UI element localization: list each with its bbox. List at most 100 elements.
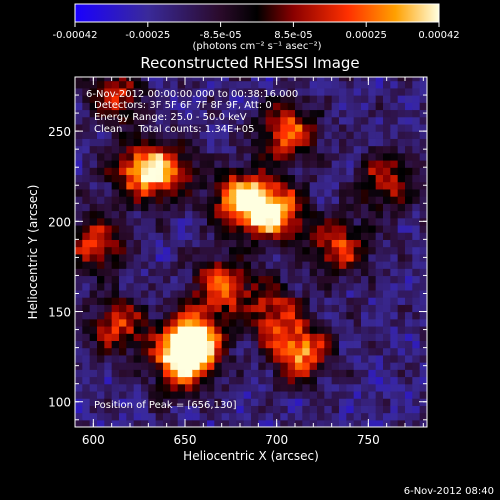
heatmap-cell: [353, 419, 362, 427]
heatmap-cell: [82, 203, 91, 212]
heatmap-cell: [273, 217, 281, 226]
heatmap-cell: [324, 174, 333, 183]
heatmap-cell: [302, 398, 311, 406]
heatmap-cell: [280, 275, 289, 284]
heatmap-cell: [163, 188, 171, 197]
heatmap-cell: [82, 398, 91, 406]
heatmap-cell: [133, 383, 142, 392]
heatmap-cell: [148, 116, 157, 125]
heatmap-cell: [192, 333, 201, 342]
heatmap-cell: [236, 340, 245, 349]
heatmap-cell: [89, 224, 98, 233]
heatmap-cell: [148, 383, 157, 392]
heatmap-cell: [280, 232, 289, 240]
heatmap-cell: [353, 196, 362, 204]
heatmap-cell: [397, 297, 406, 305]
heatmap-cell: [185, 318, 193, 327]
heatmap-cell: [243, 87, 252, 96]
heatmap-cell: [199, 405, 208, 414]
heatmap-cell: [97, 412, 105, 421]
heatmap-cell: [214, 325, 223, 334]
heatmap-cell: [331, 109, 340, 118]
heatmap-cell: [258, 311, 267, 320]
heatmap-cell: [317, 390, 325, 399]
heatmap-cell: [133, 340, 142, 349]
heatmap-cell: [104, 109, 113, 118]
heatmap-cell: [280, 80, 289, 89]
heatmap-cell: [346, 123, 355, 132]
heatmap-cell: [361, 167, 369, 176]
heatmap-cell: [383, 116, 391, 125]
heatmap-cell: [390, 289, 399, 298]
heatmap-cell: [353, 109, 362, 118]
heatmap-cell: [302, 383, 311, 392]
heatmap-cell: [331, 77, 340, 82]
heatmap-cell: [375, 188, 384, 197]
heatmap-cell: [243, 109, 252, 118]
heatmap-cell: [317, 102, 325, 111]
heatmap-cell: [243, 217, 252, 226]
heatmap-cell: [265, 275, 274, 284]
heatmap-cell: [383, 369, 391, 378]
heatmap-cell: [375, 181, 384, 190]
heatmap-cell: [126, 362, 135, 370]
heatmap-cell: [199, 304, 208, 313]
heatmap-cell: [111, 318, 120, 327]
heatmap-cell: [324, 95, 333, 103]
heatmap-cell: [141, 203, 149, 212]
heatmap-cell: [133, 268, 142, 277]
heatmap-cell: [97, 116, 105, 125]
heatmap-cell: [361, 412, 369, 421]
heatmap-cell: [302, 131, 311, 139]
heatmap-cell: [75, 390, 83, 399]
heatmap-cell: [243, 167, 252, 176]
heatmap-cell: [229, 419, 237, 427]
heatmap-cell: [199, 333, 208, 342]
heatmap-cell: [75, 239, 83, 248]
heatmap-cell: [119, 412, 127, 421]
heatmap-cell: [368, 102, 377, 111]
heatmap-cell: [133, 109, 142, 118]
heatmap-cell: [405, 405, 413, 414]
heatmap-cell: [133, 232, 142, 240]
heatmap-cell: [97, 376, 105, 385]
heatmap-cell: [104, 383, 113, 392]
heatmap-cell: [199, 217, 208, 226]
heatmap-cell: [339, 340, 347, 349]
heatmap-cell: [324, 376, 333, 385]
heatmap-cell: [185, 282, 193, 291]
heatmap-cell: [405, 181, 413, 190]
heatmap-cell: [346, 289, 355, 298]
heatmap-cell: [375, 77, 384, 82]
heatmap-cell: [82, 80, 91, 89]
heatmap-cell: [265, 333, 274, 342]
heatmap-cell: [339, 297, 347, 305]
heatmap-cell: [155, 304, 164, 313]
heatmap-cell: [397, 275, 406, 284]
heatmap-cell: [111, 376, 120, 385]
heatmap-cell: [317, 196, 325, 204]
x-tick-label: 750: [357, 433, 380, 447]
heatmap-cell: [295, 77, 303, 82]
heatmap-cell: [185, 87, 193, 96]
heatmap-cell: [353, 188, 362, 197]
heatmap-cell: [251, 167, 259, 176]
heatmap-cell: [126, 304, 135, 313]
heatmap-cell: [302, 232, 311, 240]
heatmap-cell: [390, 333, 399, 342]
heatmap-cell: [405, 174, 413, 183]
heatmap-cell: [405, 232, 413, 240]
heatmap-cell: [390, 398, 399, 406]
heatmap-cell: [104, 268, 113, 277]
heatmap-cell: [243, 405, 252, 414]
heatmap-cell: [104, 87, 113, 96]
heatmap-cell: [148, 167, 157, 176]
heatmap-cell: [309, 174, 318, 183]
heatmap-cell: [383, 152, 391, 161]
heatmap-cell: [419, 167, 427, 176]
heatmap-cell: [317, 109, 325, 118]
heatmap-cell: [302, 196, 311, 204]
heatmap-cell: [419, 138, 427, 147]
heatmap-cell: [170, 138, 179, 147]
heatmap-cell: [75, 347, 83, 356]
